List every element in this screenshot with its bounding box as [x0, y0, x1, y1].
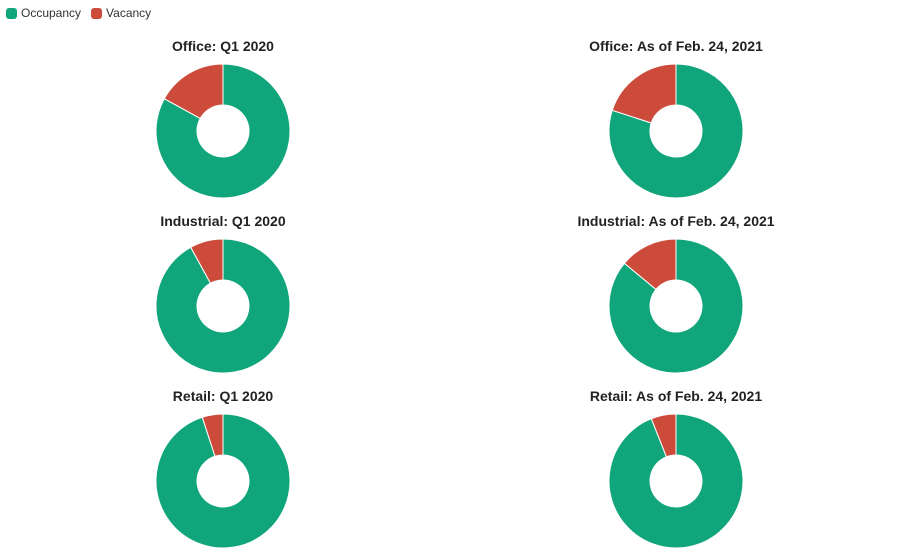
chart-title: Retail: Q1 2020 — [172, 388, 274, 404]
donut-chart — [608, 413, 744, 549]
slice-vacancy[interactable] — [201, 413, 224, 457]
slice-occupancy[interactable] — [608, 238, 744, 374]
occupancy-swatch — [6, 7, 17, 19]
slice-occupancy[interactable] — [608, 63, 744, 199]
slice-occupancy[interactable] — [608, 413, 744, 549]
legend-label-vacancy: Vacancy — [106, 6, 152, 20]
chart-title: Retail: As of Feb. 24, 2021 — [589, 388, 763, 404]
chart-title: Industrial: As of Feb. 24, 2021 — [577, 213, 775, 229]
donut-panel-retail-2021: Retail: As of Feb. 24, 2021 — [526, 388, 826, 558]
slice-vacancy[interactable] — [623, 238, 677, 291]
slice-vacancy[interactable] — [190, 238, 224, 284]
donut-panel-office-q1-2020: Office: Q1 2020 — [73, 38, 373, 208]
donut-chart — [155, 413, 291, 549]
slice-occupancy[interactable] — [155, 413, 291, 549]
slice-vacancy[interactable] — [650, 413, 677, 458]
legend-item-vacancy[interactable]: Vacancy — [91, 6, 151, 20]
chart-title: Industrial: Q1 2020 — [160, 213, 286, 229]
legend-item-occupancy[interactable]: Occupancy — [6, 6, 81, 20]
slice-vacancy[interactable] — [163, 63, 224, 120]
chart-title: Office: As of Feb. 24, 2021 — [589, 38, 763, 54]
legend-label-occupancy: Occupancy — [21, 6, 82, 20]
slice-occupancy[interactable] — [155, 238, 291, 374]
vacancy-swatch — [91, 7, 103, 19]
donut-panel-industrial-q1-2020: Industrial: Q1 2020 — [73, 213, 373, 383]
donut-chart — [155, 63, 291, 199]
slice-vacancy[interactable] — [611, 63, 677, 124]
donut-chart — [608, 63, 744, 199]
chart-legend: Occupancy Vacancy — [6, 6, 151, 20]
chart-title: Office: Q1 2020 — [172, 38, 274, 54]
slice-occupancy[interactable] — [155, 63, 291, 199]
donut-chart — [608, 238, 744, 374]
donut-panel-retail-q1-2020: Retail: Q1 2020 — [73, 388, 373, 558]
donut-panel-industrial-2021: Industrial: As of Feb. 24, 2021 — [526, 213, 826, 383]
donut-chart — [155, 238, 291, 374]
donut-panel-office-2021: Office: As of Feb. 24, 2021 — [526, 38, 826, 208]
